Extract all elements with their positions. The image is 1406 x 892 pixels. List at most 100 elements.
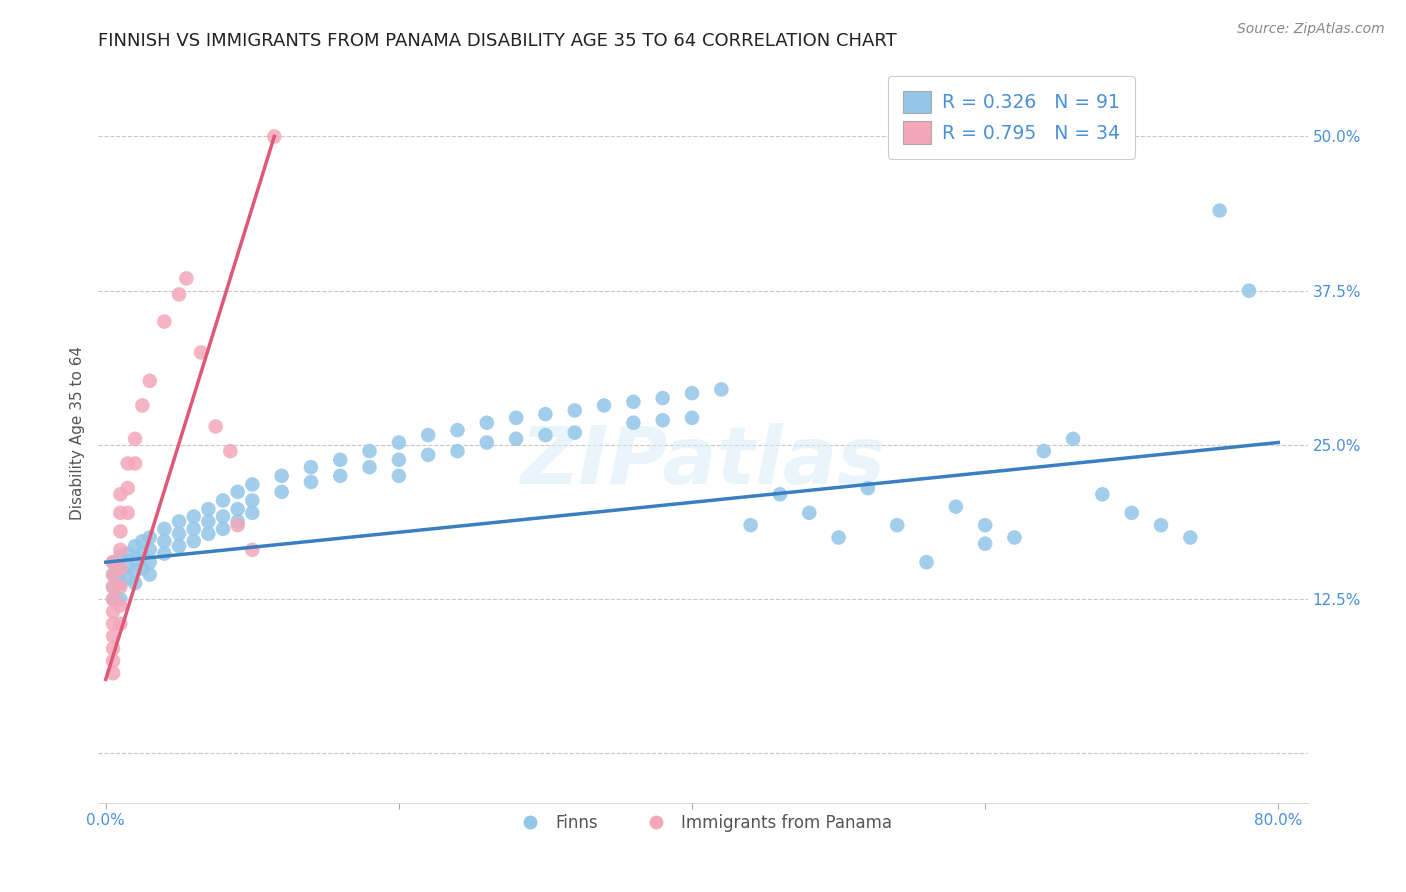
Point — [681, 410, 703, 425]
Point — [1237, 284, 1260, 298]
Point — [226, 515, 249, 529]
Point — [769, 487, 792, 501]
Point — [101, 666, 124, 681]
Point — [110, 561, 132, 575]
Point — [534, 428, 557, 442]
Point — [219, 444, 242, 458]
Point — [138, 567, 160, 582]
Point — [138, 531, 160, 545]
Point — [124, 457, 146, 471]
Point — [131, 399, 153, 413]
Point — [1004, 531, 1026, 545]
Point — [388, 435, 411, 450]
Point — [197, 526, 219, 541]
Point — [710, 383, 733, 397]
Point — [101, 616, 124, 631]
Point — [446, 423, 468, 437]
Point — [110, 576, 132, 591]
Point — [240, 506, 263, 520]
Point — [418, 448, 440, 462]
Point — [167, 526, 190, 541]
Point — [856, 481, 879, 495]
Point — [270, 468, 292, 483]
Point — [124, 432, 146, 446]
Point — [117, 571, 139, 585]
Point — [226, 502, 249, 516]
Point — [167, 539, 190, 553]
Point — [138, 542, 160, 557]
Point — [117, 481, 139, 495]
Point — [329, 468, 352, 483]
Point — [388, 452, 411, 467]
Point — [110, 564, 132, 578]
Point — [740, 518, 762, 533]
Point — [110, 616, 132, 631]
Point — [212, 509, 235, 524]
Point — [475, 435, 498, 450]
Point — [621, 416, 644, 430]
Point — [138, 555, 160, 569]
Point — [299, 475, 322, 489]
Point — [131, 547, 153, 561]
Point — [101, 654, 124, 668]
Point — [359, 444, 381, 458]
Point — [1062, 432, 1084, 446]
Point — [110, 549, 132, 563]
Point — [226, 484, 249, 499]
Point — [131, 561, 153, 575]
Point — [204, 419, 226, 434]
Point — [101, 592, 124, 607]
Text: FINNISH VS IMMIGRANTS FROM PANAMA DISABILITY AGE 35 TO 64 CORRELATION CHART: FINNISH VS IMMIGRANTS FROM PANAMA DISABI… — [98, 32, 897, 50]
Point — [110, 599, 132, 613]
Point — [110, 487, 132, 501]
Point — [183, 534, 205, 549]
Point — [153, 547, 176, 561]
Point — [197, 502, 219, 516]
Point — [240, 542, 263, 557]
Point — [110, 580, 132, 594]
Point — [651, 391, 673, 405]
Point — [101, 641, 124, 656]
Point — [915, 555, 938, 569]
Point — [197, 515, 219, 529]
Point — [124, 539, 146, 553]
Point — [212, 522, 235, 536]
Point — [183, 509, 205, 524]
Point — [446, 444, 468, 458]
Point — [167, 515, 190, 529]
Point — [329, 452, 352, 467]
Point — [117, 547, 139, 561]
Legend: Finns, Immigrants from Panama: Finns, Immigrants from Panama — [508, 807, 898, 838]
Point — [101, 555, 124, 569]
Y-axis label: Disability Age 35 to 64: Disability Age 35 to 64 — [69, 345, 84, 520]
Point — [226, 518, 249, 533]
Text: Source: ZipAtlas.com: Source: ZipAtlas.com — [1237, 22, 1385, 37]
Point — [101, 567, 124, 582]
Point — [359, 460, 381, 475]
Point — [117, 558, 139, 573]
Point — [945, 500, 967, 514]
Point — [101, 605, 124, 619]
Point — [110, 524, 132, 539]
Point — [101, 580, 124, 594]
Point — [1032, 444, 1054, 458]
Point — [124, 551, 146, 566]
Point — [153, 534, 176, 549]
Point — [117, 506, 139, 520]
Point — [621, 394, 644, 409]
Point — [974, 518, 997, 533]
Point — [124, 576, 146, 591]
Point — [117, 457, 139, 471]
Point — [131, 534, 153, 549]
Point — [101, 629, 124, 643]
Point — [475, 416, 498, 430]
Point — [564, 403, 586, 417]
Point — [153, 315, 176, 329]
Point — [153, 522, 176, 536]
Point — [1180, 531, 1202, 545]
Point — [1091, 487, 1114, 501]
Point — [110, 542, 132, 557]
Point — [1208, 203, 1230, 218]
Point — [110, 592, 132, 607]
Point — [101, 592, 124, 607]
